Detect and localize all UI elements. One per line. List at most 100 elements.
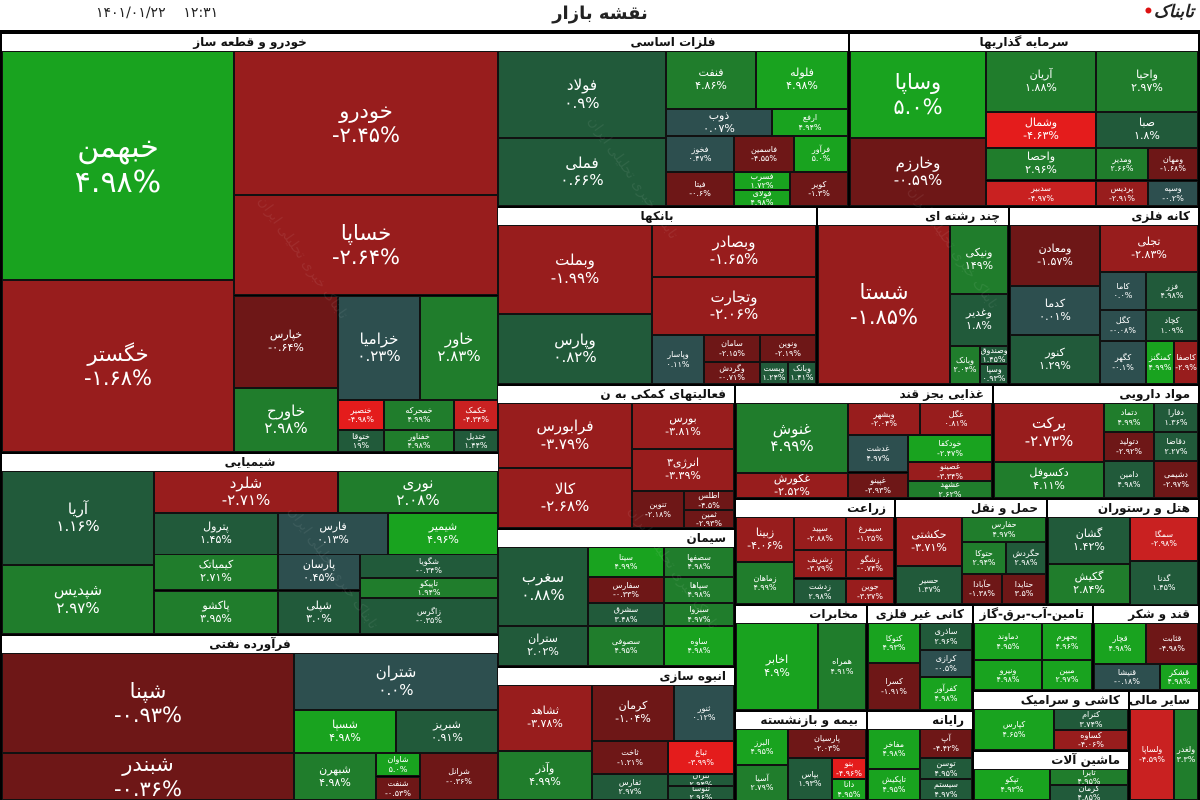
stock-tile[interactable]: دکسوفل ۴.۱۱%: [994, 462, 1104, 498]
stock-tile[interactable]: سفارس -۰.۳۳%: [588, 577, 664, 603]
stock-tile[interactable]: ساذری ۲.۹۶%: [920, 623, 972, 650]
stock-tile[interactable]: سشرق ۳.۴۸%: [588, 603, 664, 626]
stock-tile[interactable]: سدبیر -۴.۹۷%: [986, 181, 1096, 206]
sector-title[interactable]: سرمایه گذاریها: [850, 34, 1198, 51]
stock-tile[interactable]: پارسان ۰.۴۵%: [278, 554, 360, 590]
stock-tile[interactable]: سغرب ۰.۸۸%: [498, 547, 588, 626]
stock-tile[interactable]: ارفع ۴.۹۴%: [772, 109, 848, 136]
stock-tile[interactable]: همراه ۴.۹۱%: [818, 623, 866, 710]
stock-tile[interactable]: وبملت -۱.۹۹%: [498, 225, 652, 314]
stock-tile[interactable]: بورس -۳.۸۱%: [632, 403, 734, 449]
sector-title[interactable]: فلزات اساسی: [498, 34, 848, 51]
stock-tile[interactable]: وپارس ۰.۸۲%: [498, 314, 652, 384]
stock-tile[interactable]: شنفت -۰.۵۳%: [376, 777, 420, 800]
stock-tile[interactable]: شگویا -۰.۳۴%: [360, 554, 498, 578]
stock-tile[interactable]: حفارس ۴.۹۷%: [962, 517, 1046, 542]
stock-tile[interactable]: فزر ۴.۹۸%: [1146, 272, 1198, 310]
stock-tile[interactable]: فرابورس -۳.۷۹%: [498, 403, 632, 468]
stock-tile[interactable]: غشهد ۲.۶۲%: [908, 481, 992, 498]
stock-tile[interactable]: توسن ۴.۹۵%: [920, 758, 972, 779]
stock-tile[interactable]: وصندوق ۱.۴۵%: [980, 346, 1008, 364]
stock-tile[interactable]: خودرو -۲.۴۵%: [234, 51, 498, 195]
stock-tile[interactable]: شلرد -۲.۷۱%: [154, 471, 338, 513]
stock-tile[interactable]: آریان ۱.۸۸%: [986, 51, 1096, 112]
stock-tile[interactable]: خپارس -۰.۶۴%: [234, 296, 338, 388]
stock-tile[interactable]: ونیکی ۱۴۹%: [950, 225, 1008, 294]
stock-tile[interactable]: فیتا -۰.۶%: [666, 172, 734, 206]
stock-tile[interactable]: ثشاهد -۳.۷۸%: [498, 685, 592, 751]
stock-tile[interactable]: شرانل -۰.۳۶%: [420, 753, 498, 800]
stock-tile[interactable]: شستا -۱.۸۵%: [818, 225, 950, 384]
sector-title[interactable]: سایر مالی: [1130, 692, 1198, 709]
stock-tile[interactable]: خزامیا ۰.۲۳%: [338, 296, 420, 400]
stock-tile[interactable]: قشکر ۴.۹۸%: [1160, 664, 1198, 690]
stock-tile[interactable]: آسیا ۲.۷۹%: [736, 765, 788, 800]
stock-tile[interactable]: غپینو -۳.۹۳%: [848, 473, 908, 498]
stock-tile[interactable]: خمحرکه ۴.۹۹%: [384, 400, 454, 430]
stock-tile[interactable]: حتایدا ۳.۵%: [1002, 574, 1046, 604]
stock-tile[interactable]: کالا -۲.۶۸%: [498, 468, 632, 528]
sector-title[interactable]: مخابرات: [736, 606, 866, 623]
stock-tile[interactable]: جوین -۳.۳۷%: [846, 579, 894, 604]
stock-tile[interactable]: ساوه ۴.۹۸%: [664, 626, 734, 666]
stock-tile[interactable]: کپارس ۴.۶۵%: [974, 709, 1054, 750]
sector-title[interactable]: حمل و نقل: [896, 500, 1046, 517]
stock-tile[interactable]: حکشتی -۳.۷۱%: [896, 517, 962, 566]
stock-tile[interactable]: خبهمن ۴.۹۸%: [2, 51, 234, 280]
stock-tile[interactable]: غکورش -۲.۵۲%: [736, 473, 848, 498]
stock-tile[interactable]: کرازی -۰.۵%: [920, 650, 972, 677]
stock-tile[interactable]: پاکشو ۳.۹۵%: [154, 591, 278, 634]
stock-tile[interactable]: سصوفی ۴.۹۵%: [588, 626, 664, 666]
stock-tile[interactable]: خودکفا -۲.۴۷%: [908, 435, 992, 462]
stock-tile[interactable]: سصفها ۴.۹۸%: [664, 547, 734, 577]
stock-tile[interactable]: صبا ۱.۸%: [1096, 112, 1198, 148]
stock-tile[interactable]: ولغدر ۳.۳%: [1174, 709, 1198, 800]
stock-tile[interactable]: قنیشا -۰.۱۸%: [1094, 664, 1160, 690]
stock-tile[interactable]: ثنوسا ۲.۹۶%: [668, 786, 734, 800]
stock-tile[interactable]: سیمرغ -۱.۲۵%: [846, 517, 894, 550]
stock-tile[interactable]: ثتران ۲.۹۴%: [668, 774, 734, 786]
stock-tile[interactable]: وشمال -۴.۶۳%: [986, 112, 1096, 148]
stock-tile[interactable]: دامین ۴.۹۸%: [1104, 461, 1154, 498]
stock-tile[interactable]: البرز ۴.۹۵%: [736, 729, 788, 765]
stock-tile[interactable]: وغدیر ۱.۸%: [950, 294, 1008, 346]
sector-title[interactable]: زراعت: [736, 500, 894, 517]
stock-tile[interactable]: گدنا ۱.۴۵%: [1130, 561, 1198, 605]
stock-tile[interactable]: نوری ۲.۰۸%: [338, 471, 498, 513]
stock-tile[interactable]: کاصفا -۲.۹%: [1174, 341, 1198, 384]
stock-tile[interactable]: ثباغ -۳.۹۹%: [668, 741, 734, 774]
stock-tile[interactable]: کنور ۱.۲۹%: [1010, 335, 1100, 384]
stock-tile[interactable]: وساپا ۵.۰%: [850, 51, 986, 138]
stock-tile[interactable]: شپنا -۰.۹۳%: [2, 653, 294, 753]
stock-tile[interactable]: بجهرم ۴.۹۶%: [1042, 623, 1092, 660]
stock-tile[interactable]: وسپه -۰.۲%: [1148, 181, 1198, 206]
stock-tile[interactable]: وبشهر -۲.۰۴%: [848, 403, 920, 435]
stock-tile[interactable]: سیتا ۴.۹۹%: [588, 547, 664, 577]
sector-title[interactable]: انبوه سازی: [498, 668, 734, 685]
stock-tile[interactable]: واحیا ۲.۹۷%: [1096, 51, 1198, 112]
sector-title[interactable]: فعالیتهای کمکی به ن: [498, 386, 734, 403]
stock-tile[interactable]: ثفارس ۲.۹۷%: [592, 774, 668, 800]
sector-title[interactable]: خودرو و قطعه ساز: [2, 34, 498, 51]
stock-tile[interactable]: خنصیر -۴.۹۸%: [338, 400, 384, 430]
stock-tile[interactable]: کرمان -۱.۰۴%: [592, 685, 674, 741]
stock-tile[interactable]: ومعادن -۱.۵۷%: [1010, 225, 1100, 286]
stock-tile[interactable]: ثمین -۲.۹۳%: [684, 510, 734, 528]
stock-tile[interactable]: کاما ۰.۰%: [1100, 272, 1146, 310]
stock-tile[interactable]: سپاها ۴.۹۸%: [664, 577, 734, 603]
sector-title[interactable]: شیمیایی: [2, 454, 498, 471]
stock-tile[interactable]: واحصا ۲.۹۶%: [986, 148, 1096, 180]
stock-tile[interactable]: زدشت ۲.۹۸%: [794, 579, 846, 604]
sector-title[interactable]: هتل و رستوران: [1048, 500, 1198, 517]
stock-tile[interactable]: کگهر -۰.۱%: [1100, 341, 1146, 384]
stock-tile[interactable]: غگل ۰.۸۱%: [920, 403, 992, 435]
stock-tile[interactable]: کفرآور ۴.۹۸%: [920, 677, 972, 710]
sector-title[interactable]: بانکها: [498, 208, 816, 225]
stock-tile[interactable]: فارس ۰.۱۳%: [278, 513, 388, 555]
stock-tile[interactable]: ثاخت -۱.۲۱%: [592, 741, 668, 774]
stock-tile[interactable]: زبینا -۴.۰۶%: [736, 517, 794, 562]
stock-tile[interactable]: غنوش ۴.۹۹%: [736, 403, 848, 473]
stock-tile[interactable]: تنوین -۲.۱۸%: [632, 491, 684, 528]
stock-tile[interactable]: اخابر ۴.۹%: [736, 623, 818, 710]
stock-tile[interactable]: شیمیر ۴.۹۶%: [388, 513, 498, 555]
